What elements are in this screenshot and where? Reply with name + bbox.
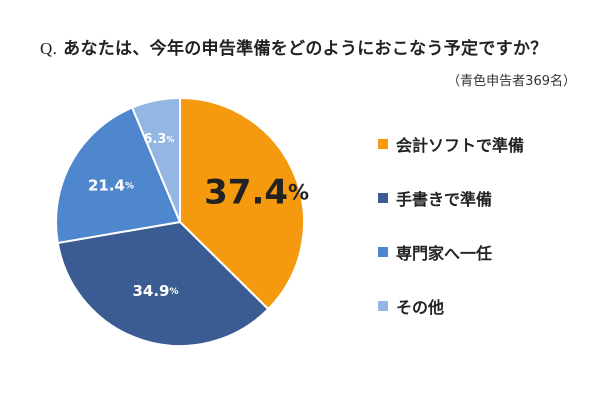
- pie-value-label-1: 34.9%: [132, 282, 178, 300]
- legend-item-2: 専門家へ一任: [378, 240, 492, 264]
- legend-item-1: 手書きで準備: [378, 186, 492, 210]
- question-text: あなたは、今年の申告準備をどのようにおこなう予定ですか？: [63, 39, 548, 59]
- pie-slice-3: [130, 96, 181, 223]
- legend-item-0: 会計ソフトで準備: [378, 132, 524, 156]
- pie-slice-1: [56, 220, 270, 347]
- pie-value-label-3: 6.3%: [143, 131, 174, 146]
- question-prefix: Q.: [40, 39, 58, 58]
- legend-label-0: 会計ソフトで準備: [396, 136, 525, 155]
- pie-slice-0: [179, 96, 305, 311]
- legend-swatch-3: [378, 301, 388, 311]
- legend-swatch-0: [378, 139, 388, 149]
- legend-swatch-1: [378, 193, 388, 203]
- pie-value-label-2: 21.4%: [88, 176, 134, 194]
- pie-slice-2: [55, 106, 182, 245]
- legend-label-1: 手書きで準備: [396, 190, 493, 209]
- chart-legend: 会計ソフトで準備 手書きで準備 専門家へ一任 その他: [378, 0, 598, 400]
- legend-item-3: その他: [378, 294, 444, 318]
- legend-swatch-2: [378, 247, 388, 257]
- legend-label-3: その他: [396, 298, 445, 317]
- pie-value-label-0: 37.4%: [204, 172, 309, 212]
- respondent-count-note: （青色申告者369名）: [447, 74, 576, 89]
- question-title: Q. あなたは、今年の申告準備をどのようにおこなう予定ですか？: [40, 34, 548, 59]
- legend-label-2: 専門家へ一任: [396, 244, 493, 263]
